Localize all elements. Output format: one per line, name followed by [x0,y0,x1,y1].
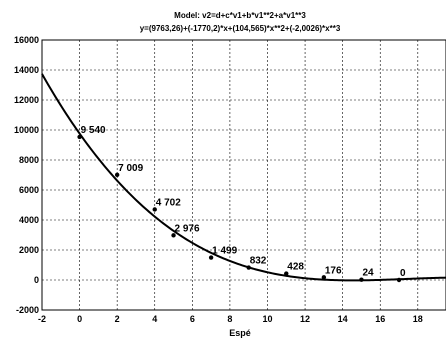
data-label: 24 [362,268,374,279]
x-tick-label: 18 [413,314,423,324]
data-label: 2 976 [175,223,200,234]
x-tick-labels: -2 0 2 4 6 8 10 12 14 16 18 [38,314,423,324]
y-tick-label: 16000 [14,35,39,45]
y-tick-label: 6000 [19,185,39,195]
data-label: 4 702 [156,197,181,208]
x-tick-label: 2 [115,314,120,324]
data-point [321,275,327,280]
plot-frame [41,39,446,311]
x-tick-label: 6 [190,314,195,324]
data-label: 0 [400,268,406,279]
x-axis-label: Espé [229,328,251,338]
y-tick-label: 14000 [14,65,39,75]
x-tick-label: 12 [300,314,310,324]
x-tick-label: 8 [227,314,232,324]
grid-lines [42,40,446,310]
data-point [246,265,251,270]
data-label: 176 [325,265,342,276]
x-tick-label: 16 [375,314,385,324]
data-point [114,172,120,178]
data-point [77,134,82,140]
y-tick-label: 12000 [14,95,39,105]
data-label: 832 [250,256,267,267]
x-tick-label: 4 [152,314,157,324]
fit-curve [41,73,446,282]
data-point [396,277,402,283]
y-tick-label: 0 [34,275,39,285]
data-point [284,271,289,276]
x-tick-label: -2 [38,314,46,324]
data-label: 1 499 [212,246,237,257]
y-tick-label: -2000 [16,305,39,315]
data-label: 428 [287,262,304,273]
data-point [152,207,157,212]
data-label: 9 540 [81,125,106,136]
data-label: 7 009 [118,163,143,174]
x-tick-label: 0 [77,314,82,324]
data-points [77,134,402,283]
y-tick-label: 10000 [14,125,39,135]
chart-title: Model: v2=d+c*v1+b*v1**2+a*v1**3 [174,11,306,20]
y-tick-label: 2000 [19,245,39,255]
chart-subtitle: y=(9763,26)+(-1770,2)*x+(104,565)*x**2+(… [140,24,341,33]
data-point [171,233,176,238]
y-tick-label: 8000 [19,155,39,165]
data-labels: 9 540 7 009 4 702 2 976 1 499 832 428 176 24 0 [81,125,406,279]
data-point [359,277,364,282]
data-point [208,255,214,260]
x-tick-label: 14 [338,314,348,324]
y-tick-labels: -2000 0 2000 4000 6000 8000 10000 12000 14000 160… [14,35,39,315]
x-tick-label: 10 [262,314,272,324]
y-tick-label: 4000 [19,215,39,225]
